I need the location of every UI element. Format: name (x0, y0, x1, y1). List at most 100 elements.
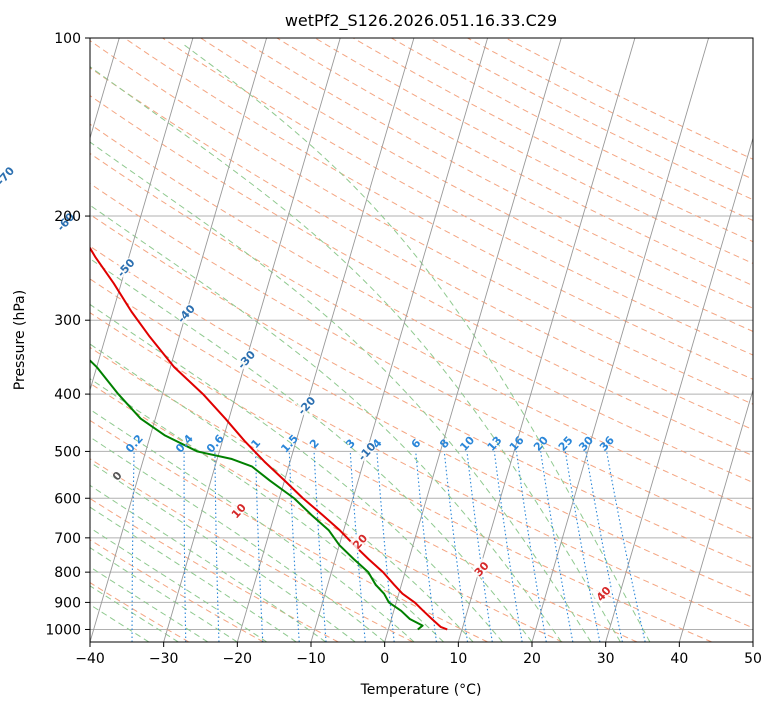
y-tick-label: 200 (54, 209, 81, 225)
dry-adiabat-label-bg (348, 530, 370, 552)
x-tick-label: −30 (149, 651, 179, 667)
x-tick-label: 10 (449, 651, 467, 667)
dry-adiabat-label-bg (227, 499, 249, 521)
isotherm-label-bg (355, 440, 377, 462)
dry-adiabat-line (314, 38, 753, 264)
mixing-ratio-line (515, 451, 547, 642)
isotherm-label-bg (114, 256, 136, 278)
mixing-ratio-line (493, 451, 523, 642)
y-tick-label: 800 (54, 565, 81, 581)
isotherms (90, 38, 753, 642)
y-tick-label: 100 (54, 31, 81, 47)
isotherm-line (310, 38, 489, 642)
x-axis: −40 −30 −20 −10 0 10 20 30 40 50 (75, 642, 762, 667)
x-tick-label: 20 (523, 651, 541, 667)
dry-adiabat-line (429, 38, 753, 201)
y-tick-label: 700 (54, 531, 81, 547)
plot-area (90, 38, 753, 642)
moist-adiabat-line (90, 378, 444, 642)
isotherm-line (678, 388, 753, 642)
isotherm-line (90, 38, 194, 392)
isotherm-label-bg (0, 164, 16, 186)
dry-adiabat-line (391, 38, 753, 222)
y-tick-label: 900 (54, 595, 81, 611)
mixing-ratio-lines (131, 451, 646, 642)
isotherm-line (163, 38, 341, 642)
isotherm-line (457, 38, 636, 642)
dry-adiabat-line (200, 38, 753, 332)
isotherm-label-bg (54, 210, 76, 232)
moist-adiabat-line (90, 461, 356, 642)
isotherm-line (384, 38, 562, 642)
profile-series (90, 246, 448, 631)
mixing-ratio-line (443, 451, 469, 642)
y-tick-label: 1000 (45, 622, 81, 638)
mixing-ratio-line (606, 451, 646, 642)
x-axis-label: Temperature (°C) (360, 682, 482, 698)
dry-adiabat-line (276, 38, 753, 287)
mixing-ratio-line (585, 451, 623, 642)
dry-adiabat-line (90, 182, 753, 539)
dry-adiabat-line (238, 38, 753, 309)
dry-adiabat-line (90, 123, 753, 484)
dry-adiabat-label-bg (105, 464, 127, 486)
dry-adiabat-line (90, 278, 753, 629)
dry-adiabat-line (90, 458, 414, 642)
y-tick-label: 300 (54, 313, 81, 329)
y-axis: 100 200 300 400 500 600 700 800 900 1000 (45, 31, 90, 638)
chart-title: wetPf2_S126.2026.051.16.33.C29 (285, 11, 557, 31)
dry-adiabat-line (90, 213, 753, 568)
isotherm-label-bg (235, 348, 256, 370)
dry-adiabat-line (162, 38, 753, 356)
x-tick-label: 50 (744, 651, 762, 667)
moist-adiabat-line (90, 484, 327, 642)
x-tick-label: −40 (75, 651, 105, 667)
moist-adiabat-line (90, 506, 297, 642)
dry-adiabat-line (90, 39, 753, 405)
dry-adiabat-line (90, 245, 753, 598)
moist-adiabat-line (90, 141, 592, 642)
dry-adiabat-line (90, 67, 753, 431)
x-tick-label: 30 (597, 651, 615, 667)
x-tick-label: 40 (670, 651, 688, 667)
dry-adiabat-line (90, 95, 753, 457)
dry-adiabat-line (124, 38, 753, 380)
x-tick-label: −20 (223, 651, 253, 667)
isotherm-line (90, 38, 268, 642)
mixing-ratio-line (540, 451, 574, 642)
isotherm-label-bg (174, 302, 196, 324)
dewpoint-profile-line (90, 359, 424, 631)
mixing-ratio-line (466, 451, 493, 642)
y-tick-label: 400 (54, 387, 81, 403)
y-tick-label: 600 (54, 491, 81, 507)
temperature-profile-line (90, 246, 448, 631)
y-axis-label: Pressure (hPa) (12, 290, 28, 390)
isotherm-line (531, 38, 710, 642)
mixing-ratio-line (564, 451, 601, 642)
dry-adiabats (90, 38, 753, 642)
x-tick-label: −10 (296, 651, 326, 667)
moist-adiabat-line (90, 343, 474, 642)
dry-adiabat-line (90, 497, 339, 642)
moist-adiabat-line (90, 303, 503, 642)
isotherm-line (236, 38, 415, 642)
moist-adiabats (90, 42, 651, 642)
dry-adiabat-line (90, 346, 638, 642)
plot-frame (89, 37, 754, 643)
dry-adiabat-line (467, 38, 753, 180)
dry-adiabat-line (90, 312, 712, 642)
x-tick-label: 0 (380, 651, 389, 667)
isotherm-label-bg (295, 394, 317, 416)
moist-adiabat-line (181, 42, 651, 642)
moist-adiabat-line (90, 258, 533, 642)
y-tick-label: 500 (54, 444, 81, 460)
moist-adiabat-line (90, 66, 621, 642)
dry-adiabat-label-bg (470, 557, 492, 579)
moist-adiabat-line (90, 408, 415, 642)
dry-adiabat-line (505, 38, 753, 160)
dry-adiabat-line (352, 38, 753, 243)
moist-adiabat-line (90, 204, 562, 642)
dry-adiabat-label-bg (592, 582, 614, 604)
